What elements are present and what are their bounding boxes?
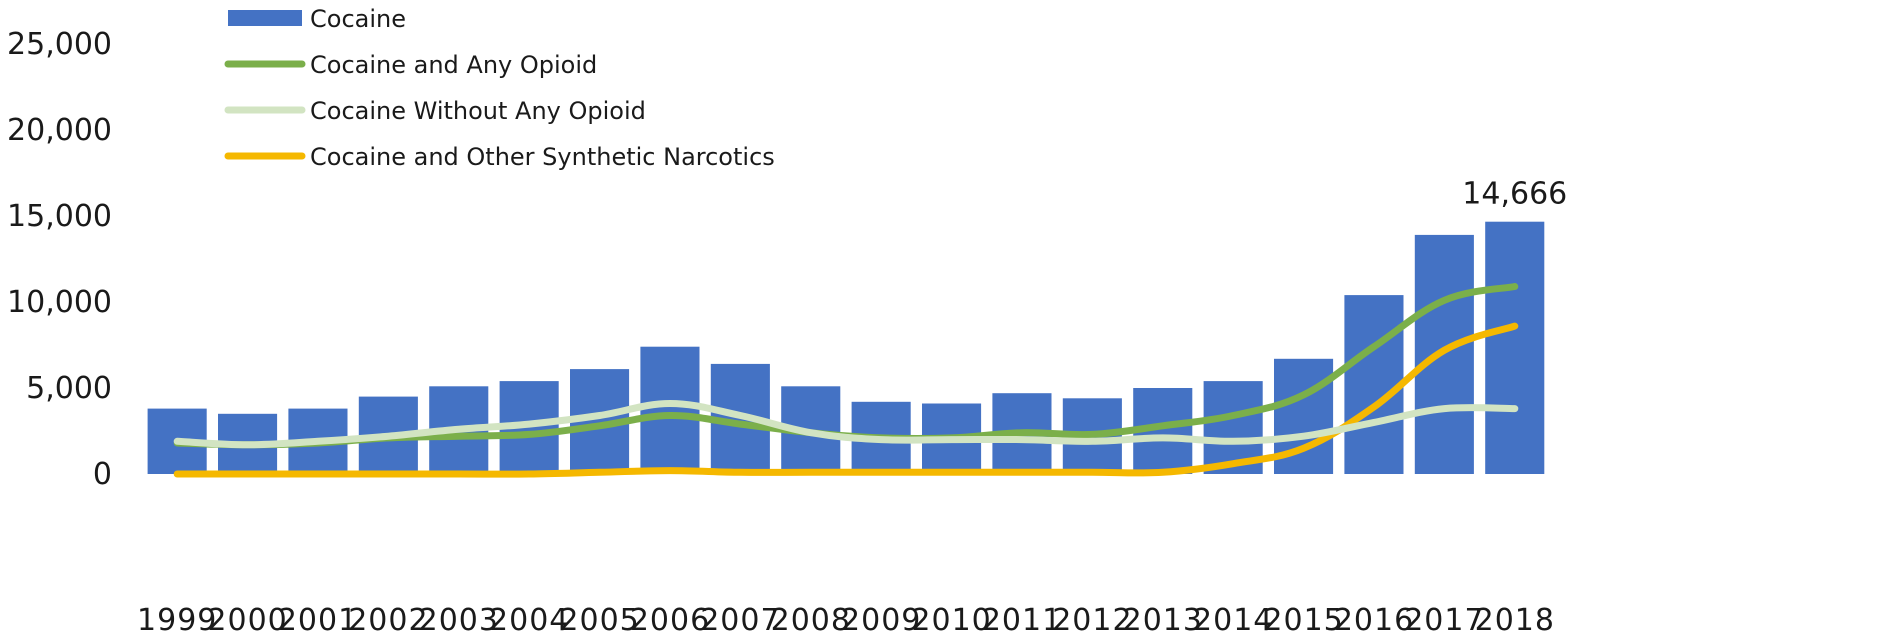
y-tick-label: 20,000 [7,113,112,148]
x-tick-label: 2012 [1052,603,1132,638]
series-line-cocaine-and-other-synthetic-narcotics [173,322,1519,478]
y-tick-label: 0 [93,457,112,492]
annotations: 14,666 [1462,177,1567,212]
x-axis: 1999200020012002200320042005200620072008… [137,603,1555,638]
legend-label-cocaine-without-any-opioid: Cocaine Without Any Opioid [310,97,646,125]
bar-2016 [1344,295,1404,474]
bar-2017 [1414,234,1474,474]
y-tick-label: 10,000 [7,285,112,320]
x-tick-label: 2004 [489,603,569,638]
x-tick-label: 2014 [1193,603,1273,638]
y-tick-label: 15,000 [7,199,112,234]
x-tick-label: 2000 [207,603,287,638]
x-tick-label: 2015 [1263,603,1343,638]
x-tick-label: 2013 [1123,603,1203,638]
legend-label-cocaine: Cocaine [310,5,406,33]
bar-2018 [1485,221,1545,474]
x-tick-label: 1999 [137,603,217,638]
y-tick-label: 25,000 [7,27,112,62]
y-tick-label: 5,000 [26,371,112,406]
x-tick-label: 2006 [630,603,710,638]
x-tick-label: 2009 [841,603,921,638]
y-axis: 0 5,000 10,000 15,000 20,000 25,000 [7,27,112,492]
legend-label-cocaine-and-other-synthetic-narcotics: Cocaine and Other Synthetic Narcotics [310,143,775,171]
x-tick-label: 2010 [911,603,991,638]
bar-2006 [640,346,700,474]
x-tick-label: 2016 [1334,603,1414,638]
x-tick-label: 2005 [559,603,639,638]
x-tick-label: 2018 [1475,603,1555,638]
legend: Cocaine Cocaine and Any Opioid Cocaine Wit… [224,5,775,171]
x-tick-label: 2002 [348,603,428,638]
x-tick-label: 2003 [419,603,499,638]
lines-layer [173,283,1519,478]
legend-label-cocaine-and-any-opioid: Cocaine and Any Opioid [310,51,597,79]
x-tick-label: 2007 [700,603,780,638]
x-tick-label: 2017 [1404,603,1484,638]
x-tick-label: 2008 [771,603,851,638]
series-line-cocaine-without-any-opioid [173,400,1519,449]
x-tick-label: 2001 [278,603,358,638]
legend-swatch-cocaine [228,10,302,26]
x-tick-label: 2011 [982,603,1062,638]
data-label: 14,666 [1462,177,1567,212]
